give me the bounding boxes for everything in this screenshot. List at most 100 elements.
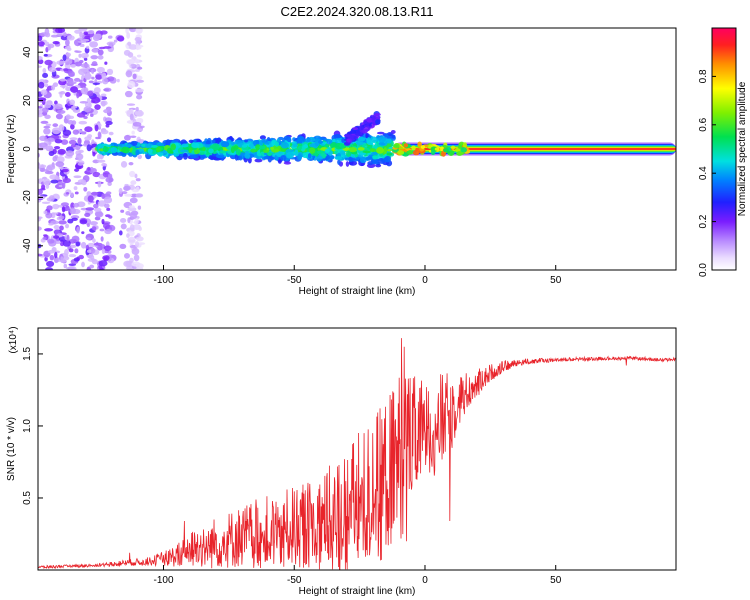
spectrogram-noise-cell — [123, 49, 131, 56]
spectrogram-noise-cell — [38, 35, 43, 42]
spectrogram-band-cell — [367, 161, 374, 166]
spectrogram-noise-cell — [65, 266, 75, 270]
spectrogram-noise-cell — [78, 68, 87, 76]
spectrogram-noise-cell — [49, 254, 55, 261]
spectrogram-branch-cell — [371, 116, 376, 121]
spectrogram-noise-cell — [67, 218, 74, 224]
spectrogram-noise-cell — [135, 79, 145, 83]
spectrogram-noise-cell — [53, 224, 60, 230]
spectrogram-noise-cell — [100, 129, 109, 135]
spectrogram-noise-cell — [47, 238, 55, 244]
spectrogram-noise-cell — [101, 77, 109, 85]
spectrogram-noise-cell — [91, 96, 101, 104]
spectrogram-band-cell — [270, 146, 274, 151]
spectrogram-noise-cell — [38, 109, 43, 114]
spectrogram-noise-cell — [84, 212, 91, 217]
spectrogram-band-cell — [254, 158, 263, 163]
spectrogram-noise-cell — [132, 73, 137, 80]
spectrogram-band-cell — [180, 149, 189, 153]
spectrogram-noise-cell — [44, 256, 48, 262]
spectrogram-noise-cell — [54, 139, 63, 144]
spectrogram-noise-cell — [81, 38, 90, 42]
spectrogram-band-cell — [190, 154, 197, 159]
spectrogram-noise-cell — [86, 144, 92, 152]
spectrogram-noise-cell — [60, 256, 64, 263]
spectrogram-band-cell — [234, 153, 239, 161]
spectrogram-noise-cell — [44, 83, 49, 88]
spectrogram-ridge-cell — [403, 143, 409, 148]
spectrogram-noise-cell — [103, 108, 111, 114]
spectrogram-noise-cell — [132, 121, 142, 127]
spectrogram-noise-cell — [74, 168, 80, 172]
spectrogram-noise-cell — [126, 233, 130, 238]
spectrogram-noise-cell — [45, 267, 54, 270]
spectrogram-band-cell — [166, 147, 173, 154]
spectrogram-band-cell — [152, 149, 157, 155]
spectrogram-band-cell — [369, 148, 377, 153]
spectrogram-noise-cell — [91, 76, 95, 80]
spectrogram-noise-cell — [42, 107, 49, 114]
spectrogram-band-cell — [181, 143, 189, 148]
spectrogram-band-cell — [365, 132, 369, 139]
y-tick-label: 40 — [22, 46, 33, 58]
spectrogram-noise-cell — [103, 87, 112, 92]
spectrogram-branch-cell — [346, 138, 351, 143]
spectrogram-noise-cell — [69, 99, 76, 106]
spectrogram-noise-cell — [134, 241, 140, 248]
spectrogram-noise-cell — [65, 150, 75, 157]
spectrogram-ridge-cell — [451, 145, 456, 150]
spectrogram-noise-cell — [43, 178, 51, 186]
snr-series-line — [38, 338, 676, 570]
spectrogram-band-cell — [241, 144, 248, 148]
spectrogram-noise-cell — [45, 145, 54, 152]
spectrogram-noise-cell — [59, 225, 64, 231]
spectrogram-noise-cell — [62, 54, 67, 61]
spectrogram-noise-cell — [45, 32, 51, 38]
snr-frame — [37, 327, 677, 571]
spectrogram-noise-cell — [40, 187, 46, 191]
spectrogram-noise-cell — [60, 202, 69, 207]
spectrogram-noise-cell — [96, 153, 101, 160]
spectrogram-noise-cell — [71, 235, 80, 243]
spectrogram-band-cell — [110, 146, 118, 154]
spectrogram-noise-cell — [103, 196, 113, 204]
spectrogram-noise-cell — [56, 109, 66, 114]
spectrogram-noise-cell — [70, 192, 74, 198]
spectrogram-noise-cell — [52, 156, 58, 162]
spectrogram-noise-cell — [77, 137, 82, 145]
spectrogram-noise-cell — [87, 242, 95, 248]
colorbar-tick-label: 0.6 — [698, 117, 709, 131]
colorbar-scale — [711, 27, 737, 271]
spectrogram-noise-cell — [48, 150, 55, 157]
spectrogram-noise-cell — [123, 260, 132, 268]
spectrogram-noise-cell — [70, 105, 78, 109]
spectrogram-noise-cell — [48, 195, 55, 202]
spectrogram-noise-cell — [51, 127, 61, 135]
spectrogram-noise-cell — [127, 207, 137, 212]
spectrogram-noise-cell — [118, 187, 123, 195]
spectrogram-noise-cell — [105, 120, 113, 126]
spectrogram-noise-cell — [77, 179, 87, 184]
spectrogram-noise-cell — [129, 197, 138, 204]
spectrogram-noise-cell — [120, 160, 128, 168]
spectrogram-ridge-cell — [407, 150, 413, 155]
spectrogram-noise-cell — [67, 120, 74, 125]
spectrogram-noise-cell — [66, 234, 70, 242]
spectrogram-band-cell — [188, 139, 194, 144]
spectrogram-noise-cell — [93, 242, 103, 246]
spectrogram-band-cell — [211, 143, 220, 151]
spectrogram-band-cell — [355, 140, 364, 146]
spectrogram-noise-cell — [64, 46, 69, 50]
spectrogram-noise-cell — [46, 137, 55, 143]
spectrogram-noise-cell — [70, 144, 76, 148]
y-tick-label: -20 — [22, 190, 33, 205]
spectrogram-band-cell — [316, 150, 325, 154]
spectrogram-noise-cell — [63, 32, 67, 38]
spectrogram-noise-cell — [78, 149, 84, 153]
spectrogram-noise-cell — [68, 253, 77, 258]
colorbar: 0.0 0.2 0.4 0.6 0.8 Normalized spectral ampl… — [698, 27, 748, 277]
spectrogram-noise-cell — [74, 248, 79, 254]
spectrogram-band-cell — [117, 146, 123, 150]
spectrogram-noise-cell — [89, 221, 98, 226]
spectrogram-noise-cell — [106, 191, 112, 195]
